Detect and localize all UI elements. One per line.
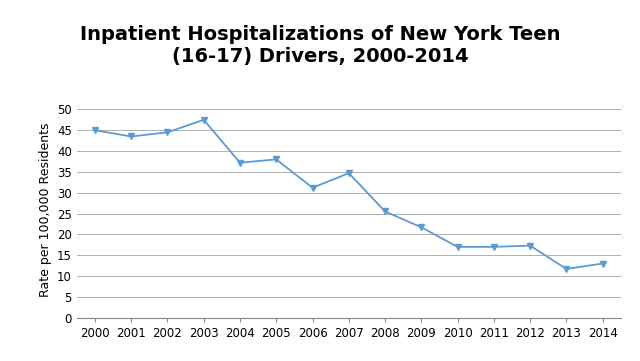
Text: Inpatient Hospitalizations of New York Teen
(16-17) Drivers, 2000-2014: Inpatient Hospitalizations of New York T… <box>80 25 560 66</box>
Y-axis label: Rate per 100,000 Residents: Rate per 100,000 Residents <box>38 122 51 297</box>
